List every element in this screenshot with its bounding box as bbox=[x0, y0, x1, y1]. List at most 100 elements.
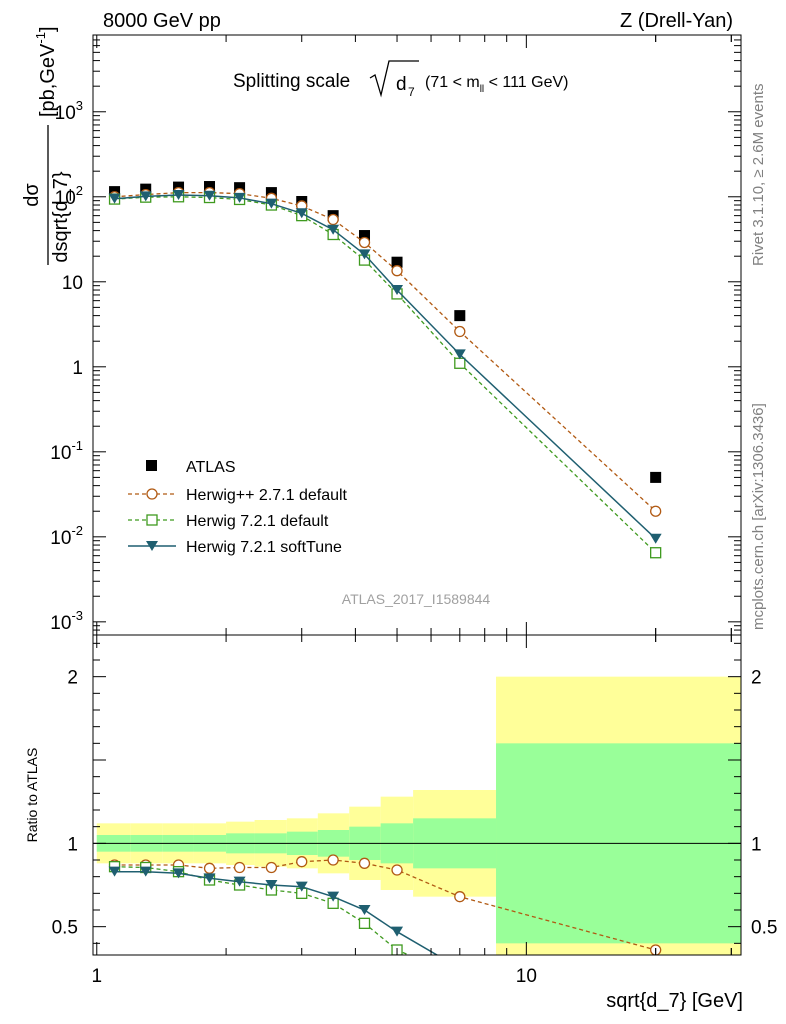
ratio-point-herwig-7-2-1-softtune-1 bbox=[139, 866, 152, 877]
main-ticks bbox=[93, 34, 741, 636]
legend-marker-herwigpp bbox=[146, 488, 158, 500]
main-y-tick-labels: 10-3 10-2 10-1 1 10 102 103 bbox=[50, 98, 83, 634]
ratio-point-herwig-7-2-1-default-10 bbox=[455, 972, 465, 982]
plot-title: Splitting scale bbox=[233, 71, 350, 92]
svg-text:dsqrt{d_7}: dsqrt{d_7} bbox=[50, 171, 72, 263]
mcplots-label: mcplots.cern.ch [arXiv:1306.3436] bbox=[750, 403, 767, 630]
ratio-y-tick-label-left: 1 bbox=[67, 834, 78, 855]
ratio-frame bbox=[92, 634, 742, 956]
svg-text:d: d bbox=[396, 74, 407, 95]
main-point-herwig-2-7-1-default-8 bbox=[358, 236, 371, 249]
svg-text:[pb,GeV-1]: [pb,GeV-1] bbox=[33, 26, 59, 117]
main-point-atlas-4 bbox=[234, 182, 246, 194]
main-point-herwig-7-2-1-softtune-5 bbox=[265, 198, 278, 209]
main-y-axis-label: dσ dsqrt{d_7} [pb,GeV-1] bbox=[21, 26, 72, 265]
main-point-atlas-5 bbox=[265, 187, 277, 199]
main-point-herwig-2-7-1-default-9 bbox=[391, 265, 403, 277]
ratio-point-herwig-7-2-1-softtune-10 bbox=[454, 963, 466, 973]
header-left: 8000 GeV pp bbox=[103, 10, 221, 32]
main-panel: 10-3 10-2 10-1 1 10 102 103 Splitting scale d … bbox=[21, 26, 742, 636]
main-point-herwig-7-2-1-softtune-2 bbox=[172, 189, 185, 200]
y-tick-label: 10-2 bbox=[50, 523, 83, 549]
main-line-herwig-7-2-1-softtune bbox=[114, 194, 657, 540]
ratio-point-herwig-7-2-1-softtune-2 bbox=[172, 868, 185, 879]
main-plot-area bbox=[108, 181, 662, 559]
y-tick-label: 10-1 bbox=[50, 438, 83, 464]
ratio-point-herwig-7-2-1-softtune-5 bbox=[265, 880, 278, 890]
ratio-line-herwig-7-2-1-softtune bbox=[114, 870, 439, 955]
ratio-point-herwig-2-7-1-default-8 bbox=[358, 857, 371, 869]
legend-label-herwig7-default: Herwig 7.2.1 default bbox=[186, 513, 329, 530]
main-point-herwig-2-7-1-default-10 bbox=[454, 325, 466, 338]
main-point-herwig-7-2-1-softtune-8 bbox=[358, 249, 371, 260]
rivet-label: Rivet 3.1.10, ≥ 2.6M events bbox=[750, 84, 767, 267]
main-point-herwig-7-2-1-softtune-3 bbox=[203, 190, 216, 201]
ratio-y-tick-labels: 0.5 0.5 1 1 2 2 bbox=[52, 668, 778, 939]
ratio-point-herwig-7-2-1-softtune-6 bbox=[295, 881, 308, 892]
main-point-herwig-2-7-1-default-11 bbox=[650, 505, 662, 517]
svg-text:dσ: dσ bbox=[21, 183, 43, 207]
ratio-point-herwig-2-7-1-default-6 bbox=[296, 856, 308, 868]
legend-entry-herwig7-default: Herwig 7.2.1 default bbox=[128, 513, 329, 530]
x-tick-label: 1 bbox=[91, 966, 102, 987]
ratio-y-tick-label-right: 2 bbox=[751, 668, 762, 689]
ratio-y-tick-label-left: 2 bbox=[67, 668, 78, 689]
legend-entry-herwigpp: Herwig++ 2.7.1 default bbox=[128, 487, 348, 504]
legend-entry-atlas: ATLAS bbox=[146, 459, 236, 476]
ratio-point-herwig-7-2-1-softtune-7 bbox=[327, 891, 340, 902]
main-point-herwig-7-2-1-softtune-7 bbox=[327, 224, 340, 235]
main-point-atlas-3 bbox=[204, 181, 216, 193]
legend: ATLAS Herwig++ 2.7.1 default Herwig 7.2.… bbox=[128, 459, 348, 556]
ratio-point-herwig-7-2-1-softtune-8 bbox=[358, 905, 371, 915]
svg-text:7: 7 bbox=[408, 85, 415, 99]
ratio-point-herwig-7-2-1-default-8 bbox=[358, 917, 371, 929]
plot-title-range: (71 < mll < 111 GeV) bbox=[425, 74, 568, 95]
main-point-herwig-7-2-1-softtune-1 bbox=[139, 191, 152, 202]
main-point-atlas-9 bbox=[391, 256, 403, 268]
y-tick-label: 102 bbox=[55, 183, 83, 209]
ratio-y-tick-label-right: 0.5 bbox=[751, 918, 777, 939]
ratio-ticks bbox=[93, 635, 741, 955]
ratio-point-herwig-2-7-1-default-3 bbox=[203, 862, 216, 874]
main-point-atlas-10 bbox=[454, 310, 466, 322]
legend-marker-herwig7-default bbox=[146, 514, 158, 526]
ratio-point-herwig-7-2-1-softtune-9 bbox=[391, 926, 404, 937]
ratio-y-tick-label-left: 0.5 bbox=[52, 918, 78, 939]
x-tick-label: 10 bbox=[516, 966, 537, 987]
main-point-herwig-7-2-1-softtune-4 bbox=[233, 192, 246, 203]
ratio-plot-area bbox=[93, 676, 741, 990]
ratio-point-herwig-2-7-1-default-7 bbox=[327, 854, 339, 866]
header-right: Z (Drell-Yan) bbox=[620, 10, 733, 32]
legend-label-herwigpp: Herwig++ 2.7.1 default bbox=[186, 487, 348, 504]
main-point-herwig-7-2-1-softtune-9 bbox=[391, 285, 404, 296]
ratio-point-herwig-2-7-1-default-9 bbox=[391, 864, 403, 876]
main-point-atlas-11 bbox=[650, 471, 662, 483]
main-point-herwig-7-2-1-softtune-11 bbox=[649, 533, 662, 544]
y-tick-label: 10 bbox=[62, 273, 83, 294]
ratio-point-herwig-2-7-1-default-5 bbox=[265, 861, 278, 874]
x-axis-label: sqrt{d_7} [GeV] bbox=[606, 990, 743, 1012]
ratio-point-herwig-7-2-1-softtune-4 bbox=[233, 876, 246, 887]
legend-marker-herwig7-softtune bbox=[146, 541, 158, 551]
main-point-herwig-7-2-1-softtune-0 bbox=[108, 193, 121, 204]
main-point-herwig-7-2-1-softtune-6 bbox=[295, 208, 308, 219]
analysis-watermark: ATLAS_2017_I1589844 bbox=[342, 591, 491, 607]
main-point-herwig-2-7-1-default-7 bbox=[327, 213, 339, 226]
main-point-herwig-7-2-1-softtune-10 bbox=[453, 349, 466, 360]
ratio-point-herwig-2-7-1-default-10 bbox=[454, 891, 466, 903]
ratio-point-herwig-2-7-1-default-4 bbox=[233, 861, 246, 874]
main-point-herwig-7-2-1-default-11 bbox=[650, 547, 662, 559]
y-tick-label: 103 bbox=[55, 98, 83, 124]
y-tick-label: 1 bbox=[72, 358, 83, 379]
legend-entry-herwig7-softtune: Herwig 7.2.1 softTune bbox=[128, 539, 342, 556]
ratio-point-herwig-7-2-1-softtune-0 bbox=[108, 866, 121, 877]
main-point-atlas-8 bbox=[359, 230, 371, 242]
ratio-point-herwig-7-2-1-softtune-3 bbox=[203, 873, 216, 884]
ratio-point-herwig-7-2-1-softtune-11 bbox=[650, 980, 662, 990]
legend-label-herwig7-softtune: Herwig 7.2.1 softTune bbox=[186, 539, 342, 556]
ratio-y-axis-label: Ratio to ATLAS bbox=[24, 748, 40, 843]
main-point-herwig-7-2-1-default-10 bbox=[454, 357, 466, 369]
legend-label-atlas: ATLAS bbox=[186, 459, 236, 476]
legend-marker-atlas bbox=[146, 460, 157, 471]
